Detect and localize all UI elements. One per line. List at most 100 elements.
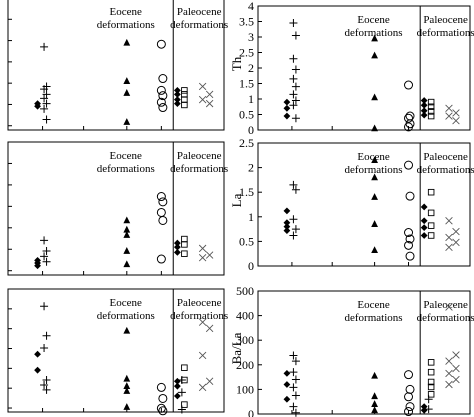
data-point-diamond [283,207,291,215]
data-point-square [181,364,188,371]
data-point-circle [158,406,168,416]
data-point-circle [156,39,166,49]
y-tick-label: 0 [248,123,254,137]
data-point-circle [405,234,415,244]
data-point-square [181,91,188,98]
data-point-triangle [123,38,131,46]
data-point-plus [289,90,298,99]
annotation-paleocene: Paleocene [177,297,222,309]
annotation-eocene: Eocene [357,151,389,163]
data-point-plus [289,54,298,63]
data-point-diamond [283,227,291,234]
data-point-triangle [123,260,131,268]
data-point-triangle [371,371,378,379]
annotation-paleocene: Paleocene [423,151,468,163]
data-point-plus [40,42,49,51]
data-point-triangle [371,246,378,254]
panel-frame [7,141,225,276]
data-point-square [181,87,188,94]
annotation-eocene: Eocene [357,299,389,311]
data-point-diamond [173,243,181,251]
annotation-paleocene: deformations [417,27,474,39]
data-point-circle [404,80,414,90]
data-point-triangle [123,374,131,382]
data-point-diamond [420,203,428,211]
data-point-square [181,101,188,109]
data-point-plus [40,236,49,245]
data-point-diamond [420,107,428,115]
data-point-plus [291,114,300,123]
data-point-plus [289,231,298,240]
data-point-cross [452,238,460,247]
data-point-triangle [371,406,378,414]
data-point-diamond [34,350,41,358]
data-point-diamond [173,239,181,247]
y-tick-label: 0.5 [239,108,254,122]
data-point-plus [289,19,298,28]
data-point-circle [405,384,415,394]
data-point-triangle [123,225,131,233]
data-point-plus [291,391,300,400]
data-point-cross [445,104,453,113]
data-point-diamond [173,248,181,256]
panel-mid-right: 00.511.522.5LaEocenedeformationsPaleocen… [229,136,474,273]
data-point-square [427,209,435,217]
annotation-paleocene: deformations [170,19,228,31]
data-point-cross [198,351,207,360]
data-point-diamond [283,381,291,388]
data-point-triangle [371,220,378,227]
data-point-plus [40,344,49,353]
y-tick-label: 1 [248,210,254,224]
data-point-plus [291,82,300,91]
data-point-plus [291,408,300,417]
data-point-circle [158,215,168,225]
annotation-paleocene: deformations [170,163,228,175]
data-point-diamond [420,403,428,411]
y-tick-label: 200 [236,358,254,372]
data-point-diamond [283,112,291,120]
data-point-circle [156,192,166,202]
data-point-diamond [283,395,291,403]
data-point-square [181,241,188,248]
data-point-circle [404,370,414,380]
data-point-cross [205,90,214,99]
y-tick-label: 4 [248,0,254,13]
data-point-circle [404,160,414,170]
data-point-cross [205,251,214,259]
data-point-cross [198,244,207,253]
data-point-plus [291,65,300,74]
data-point-square [427,222,435,229]
data-point-circle [405,191,415,201]
data-point-triangle [371,156,378,164]
data-point-triangle [371,124,378,132]
data-point-cross [452,227,460,236]
data-point-circle [405,402,415,412]
y-tick-label: 2.5 [239,136,254,150]
data-point-diamond [173,377,181,385]
data-point-square [181,96,188,103]
annotation-eocene: deformations [345,312,403,324]
data-point-plus [424,405,433,414]
data-point-circle [404,228,414,238]
data-point-plus [291,375,300,384]
data-point-circle [404,113,414,123]
data-point-plus [291,31,300,40]
data-point-diamond [173,87,181,94]
data-point-diamond [34,100,41,107]
data-point-triangle [371,193,378,200]
data-point-plus [291,185,300,194]
annotation-paleocene: deformations [417,164,474,176]
y-tick-label: 0 [248,407,254,417]
data-point-diamond [283,223,291,231]
y-axis-label: Th [229,56,244,71]
data-point-cross [445,369,453,378]
data-point-plus [42,257,51,266]
data-point-plus [177,405,186,414]
data-point-circle [158,393,168,403]
y-tick-label: 3 [248,30,254,44]
y-tick-label: 100 [236,382,254,396]
y-tick-label: 2 [248,161,254,175]
